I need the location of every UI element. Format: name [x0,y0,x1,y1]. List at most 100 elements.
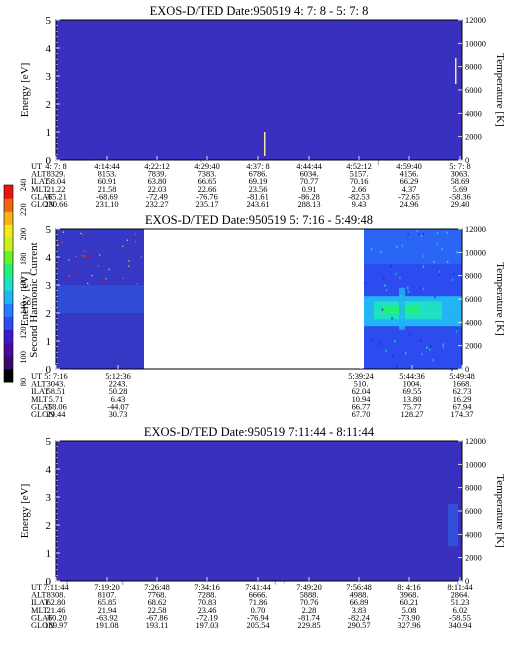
noise-speck [401,510,403,518]
colorbar-segment [4,211,13,225]
noise-speck [141,515,143,524]
noise-speck [138,465,140,469]
y2-tick-label: 4000 [465,109,482,118]
ephemeris-value: -58.06 [45,402,67,411]
noise-speck [215,500,217,510]
ephemeris-value: 5.69 [453,185,468,194]
noise-speck [151,47,153,49]
colorbar-tick-label: 120 [19,326,28,339]
y2-tick-label: 0 [465,156,469,165]
noise-speck [274,576,276,585]
data-spike [455,58,457,84]
noise-speck [388,44,390,49]
y2-tick-label: 10000 [465,248,486,257]
ephemeris-value: 7:11:44 [43,583,69,592]
ephemeris-value: 128.27 [400,410,423,419]
ephemeris-row-label: MLT [31,185,48,194]
colorbar-tick-label: 200 [19,228,28,241]
ephemeris-value: 229.85 [297,621,320,630]
noise-speck [221,86,223,88]
noise-speck [148,533,150,535]
noise-speck [416,229,418,233]
noise-speck [446,231,448,235]
noise-speck [187,140,189,148]
noise-speck [85,444,87,450]
ephemeris-value: -82.53 [348,192,370,201]
y2-tick-label: 0 [465,577,469,586]
noise-speck [211,76,213,82]
noise-speck [420,339,422,343]
noise-speck [260,479,262,481]
noise-speck [185,72,186,79]
noise-speck [391,131,393,141]
noise-speck [108,268,110,271]
ephemeris-value: 8107. [98,591,117,600]
noise-speck [175,523,177,532]
ephemeris-row-label: GLAT [31,402,52,411]
ephemeris-value: -76.76 [196,192,218,201]
noise-speck [340,120,342,122]
noise-speck [140,235,142,238]
noise-speck [270,90,272,92]
noise-speck [380,251,382,254]
noise-speck [444,528,446,530]
ephemeris-value: 235.17 [195,200,218,209]
ephemeris-value: 29.44 [47,410,67,419]
y-tick-label: 2 [46,520,52,532]
noise-speck [296,444,298,452]
noise-speck [357,517,358,525]
noise-speck [57,244,59,246]
noise-speck [243,510,245,515]
y2-tick-label: 8000 [465,272,482,281]
ephemeris-value: 22.66 [198,185,217,194]
ephemeris-value: 3063. [451,170,470,179]
ephemeris-row-label: ILAT [31,598,49,607]
ephemeris-value: 70.16 [350,177,369,186]
ephemeris-value: 8:11:44 [447,583,473,592]
noise-speck [324,31,326,33]
noise-speck [101,446,103,448]
ephemeris-value: 62.04 [352,387,372,396]
ephemeris-value: 5:39:24 [348,372,374,381]
noise-speck [68,275,70,277]
noise-speck [345,444,347,449]
noise-speck [270,565,272,573]
y2-tick-label: 6000 [465,295,482,304]
noise-speck [80,232,82,235]
noise-speck [442,93,443,102]
y2-tick-label: 2000 [465,342,482,351]
noise-speck [415,57,417,62]
ephemeris-row-label: ALT [31,170,47,179]
ephemeris-value: 174.37 [450,410,473,419]
noise-speck [375,448,377,450]
noise-speck [394,340,396,343]
ephemeris-value: 4:14:44 [94,162,120,171]
noise-speck [455,330,458,333]
ephemeris-value: -72.49 [146,192,168,201]
noise-speck [87,255,90,258]
noise-speck [262,558,264,567]
panel-2: EXOS-D/TED Date:950519 5: 7:16 - 5:49:48… [19,213,505,419]
ephemeris-value: 69.19 [249,177,268,186]
ephemeris-value: 5:49:48 [449,372,475,381]
ephemeris-value: 290.57 [347,621,370,630]
ephemeris-value: 510. [354,380,369,389]
noise-speck [357,550,359,552]
noise-speck [175,153,177,161]
noise-speck [430,344,432,348]
noise-speck [375,128,377,130]
ephemeris-value: 231.10 [95,200,118,209]
noise-speck [399,276,401,279]
ephemeris-value: 5:12:36 [105,372,131,381]
noise-speck [186,115,188,122]
noise-speck [320,56,322,58]
colorbar-tick-label: 180 [19,253,28,266]
noise-speck [294,97,296,99]
noise-speck [134,533,136,543]
data-spike [264,132,266,156]
noise-speck [452,24,453,30]
noise-speck [195,495,196,501]
noise-speck [250,95,252,104]
noise-speck [295,567,297,569]
noise-speck [69,515,70,520]
